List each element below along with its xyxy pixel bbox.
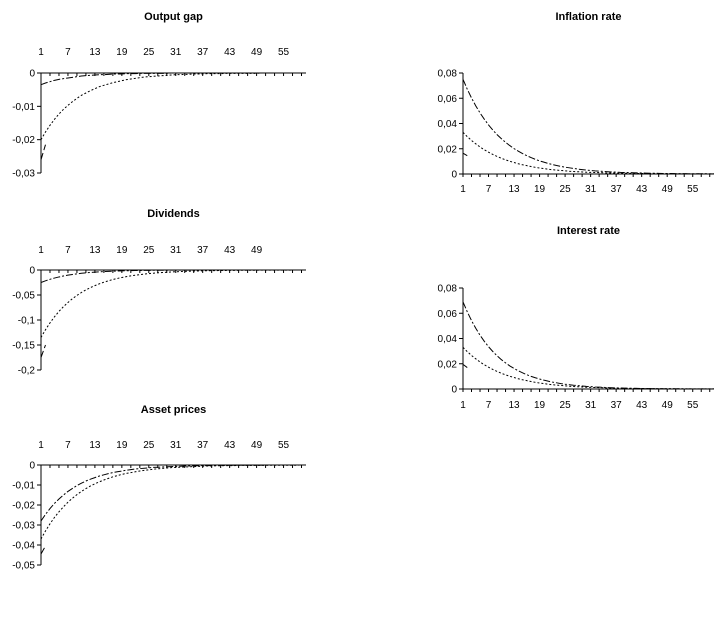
panel-dividends-x-tick-label: 7 <box>65 245 71 256</box>
panel-asset-prices-x-tick-label: 25 <box>143 440 155 451</box>
panel-output-gap-x-tick-label: 49 <box>251 47 263 58</box>
panel-dividends-x-tick-label: 1 <box>38 245 44 256</box>
panel-dividends-y-tick-label: -0,1 <box>18 316 36 327</box>
panel-output-gap-x-tick-label: 43 <box>224 47 236 58</box>
panel-dividends-y-tick-label: -0,15 <box>12 341 35 352</box>
panel-dividends-y-tick-label: -0,2 <box>18 366 36 377</box>
panel-asset-prices-x-tick-label: 37 <box>197 440 209 451</box>
panel-output-gap-x-tick-label: 37 <box>197 47 209 58</box>
panel-output-gap: Output gap 0 -0,01 -0,02 -0,03 1 7 13 19 25 31 37 43… <box>12 11 306 180</box>
panel-dividends-series-dash-dot <box>40 269 306 283</box>
panel-asset-prices-x-tick-label: 43 <box>224 440 236 451</box>
panel-interest-rate-x-tick-label: 43 <box>636 400 648 411</box>
panel-dividends-x-tick-label: 25 <box>143 245 155 256</box>
panel-inflation-rate-x-tick-label: 7 <box>486 184 492 195</box>
panel-inflation-rate-y-tick-label: 0 <box>451 170 457 181</box>
panel-output-gap-x-tick-label: 31 <box>170 47 182 58</box>
panel-interest-rate-x-tick-label: 25 <box>560 400 572 411</box>
panel-interest-rate-y-tick-label: 0,04 <box>438 334 458 345</box>
panel-inflation-rate-x-tick-label: 25 <box>560 184 572 195</box>
panel-output-gap-x-tick-label: 13 <box>89 47 101 58</box>
panel-asset-prices-x-tick-label: 1 <box>38 440 44 451</box>
panel-output-gap-y-tick-label: -0,03 <box>12 169 35 180</box>
panel-inflation-rate-y-tick-label: 0,02 <box>438 144 458 155</box>
panel-asset-prices-y-tick-label: 0 <box>29 461 35 472</box>
panel-interest-rate-x-tick-label: 19 <box>534 400 546 411</box>
panel-inflation-rate-series-dash-dot <box>462 79 714 175</box>
panel-inflation-rate-x-tick-label: 1 <box>460 184 466 195</box>
panel-inflation-rate-y-tick-label: 0,06 <box>438 94 458 105</box>
panel-interest-rate-x-tick-label: 37 <box>611 400 623 411</box>
panel-interest-rate-y-tick-label: 0,06 <box>438 309 458 320</box>
panel-output-gap-y-tick-label: -0,02 <box>12 135 35 146</box>
panel-inflation-rate-y-tick-label: 0,04 <box>438 119 458 130</box>
panel-asset-prices-x-tick-label: 55 <box>278 440 290 451</box>
panel-interest-rate-title: Interest rate <box>557 225 620 237</box>
panel-interest-rate-x-tick-label: 13 <box>508 400 520 411</box>
panel-inflation-rate-x-tick-label: 49 <box>662 184 674 195</box>
panel-dividends-x-tick-label: 13 <box>89 245 101 256</box>
panel-interest-rate-y-tick-label: 0,02 <box>438 359 458 370</box>
panel-asset-prices-x-tick-label: 19 <box>116 440 128 451</box>
panel-inflation-rate-x-tick-label: 19 <box>534 184 546 195</box>
panel-dividends-x-tick-label: 19 <box>116 245 128 256</box>
panel-asset-prices-y-tick-label: -0,03 <box>12 521 35 532</box>
panel-output-gap-series-dashed <box>40 144 46 160</box>
panel-interest-rate: Interest rate 0,08 0,06 0,04 0,02 01 7 13 19 25 31… <box>438 225 714 411</box>
panel-inflation-rate-x-tick-label: 43 <box>636 184 648 195</box>
panel-asset-prices-series-dash-dot <box>40 464 306 522</box>
panel-output-gap-x-tick-label: 19 <box>116 47 128 58</box>
panel-dividends-title: Dividends <box>147 208 200 220</box>
panel-output-gap-series-dotted <box>40 72 306 140</box>
panel-asset-prices-y-tick-label: -0,01 <box>12 481 35 492</box>
panel-output-gap-x-tick-label: 55 <box>278 47 290 58</box>
panel-dividends-x-tick-label: 49 <box>251 245 263 256</box>
panel-inflation-rate-title: Inflation rate <box>555 11 621 23</box>
panel-asset-prices-x-tick-label: 31 <box>170 440 182 451</box>
panel-output-gap-y-tick-label: 0 <box>29 69 35 80</box>
panel-output-gap-x-tick-label: 1 <box>38 47 44 58</box>
panel-asset-prices-x-tick-label: 49 <box>251 440 263 451</box>
panel-interest-rate-x-tick-label: 49 <box>662 400 674 411</box>
panel-dividends-x-tick-label: 31 <box>170 245 182 256</box>
panel-inflation-rate-x-tick-label: 31 <box>585 184 597 195</box>
panel-output-gap-y-tick-label: -0,01 <box>12 102 35 113</box>
panel-dividends: Dividends 0 -0,05 -0,1 -0,15 -0,2 1 7 13 19 25 31 37… <box>12 208 306 377</box>
panel-interest-rate-x-tick-label: 1 <box>460 400 466 411</box>
panel-interest-rate-x-tick-label: 7 <box>486 400 492 411</box>
panel-asset-prices: Asset prices 0 -0,01 -0,02 -0,03 -0,04 -0,05 1 7… <box>12 404 306 572</box>
panel-output-gap-x-tick-label: 25 <box>143 47 155 58</box>
panel-inflation-rate-x-tick-label: 37 <box>611 184 623 195</box>
panel-inflation-rate-y-tick-label: 0,08 <box>438 69 458 80</box>
panel-dividends-series-dashed <box>40 344 46 358</box>
panel-asset-prices-y-tick-label: -0,05 <box>12 561 35 572</box>
panel-asset-prices-y-tick-label: -0,02 <box>12 501 35 512</box>
panel-interest-rate-y-tick-label: 0 <box>451 385 457 396</box>
panel-asset-prices-x-tick-label: 13 <box>89 440 101 451</box>
panel-dividends-x-tick-label: 37 <box>197 245 209 256</box>
panel-inflation-rate-x-tick-label: 13 <box>508 184 520 195</box>
panel-dividends-series-dotted <box>40 269 306 338</box>
panel-interest-rate-series-dash-dot <box>462 301 714 390</box>
panel-output-gap-title: Output gap <box>144 11 203 23</box>
panel-asset-prices-x-tick-label: 7 <box>65 440 71 451</box>
panel-output-gap-x-tick-label: 7 <box>65 47 71 58</box>
panel-dividends-x-tick-label: 43 <box>224 245 236 256</box>
panel-output-gap-series-dash-dot <box>40 72 306 86</box>
panel-asset-prices-series-dashed <box>40 545 46 555</box>
panel-interest-rate-x-tick-label: 55 <box>687 400 699 411</box>
panel-asset-prices-y-tick-label: -0,04 <box>12 541 35 552</box>
panel-inflation-rate-series-dashed <box>462 152 468 157</box>
panel-inflation-rate: Inflation rate 0,08 0,06 0,04 0,02 01 7 13 19 25 3… <box>438 11 714 195</box>
panel-interest-rate-y-tick-label: 0,08 <box>438 284 458 295</box>
panel-interest-rate-series-dashed <box>462 363 468 368</box>
panel-interest-rate-series-dotted <box>462 346 714 390</box>
panel-asset-prices-title: Asset prices <box>141 404 206 416</box>
panel-dividends-y-tick-label: -0,05 <box>12 291 35 302</box>
panel-interest-rate-x-tick-label: 31 <box>585 400 597 411</box>
panel-asset-prices-series-dotted <box>40 464 306 540</box>
panel-dividends-y-tick-label: 0 <box>29 266 35 277</box>
panel-inflation-rate-x-tick-label: 55 <box>687 184 699 195</box>
